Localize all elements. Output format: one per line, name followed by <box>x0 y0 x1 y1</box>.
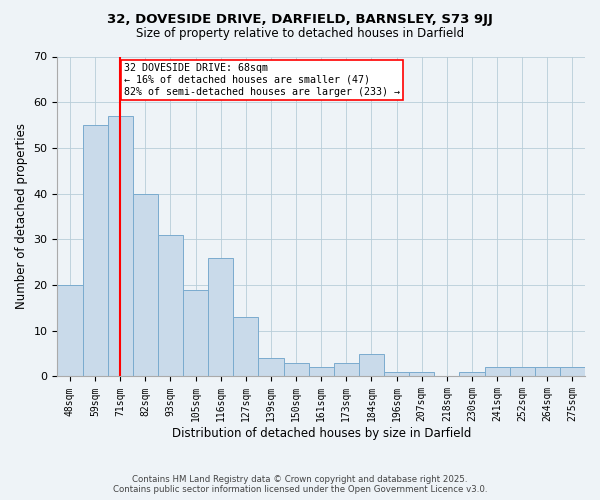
Bar <box>107 116 133 376</box>
X-axis label: Distribution of detached houses by size in Darfield: Distribution of detached houses by size … <box>172 427 471 440</box>
Bar <box>83 125 107 376</box>
Text: Size of property relative to detached houses in Darfield: Size of property relative to detached ho… <box>136 28 464 40</box>
Bar <box>359 354 384 376</box>
Bar <box>133 194 158 376</box>
Bar <box>384 372 409 376</box>
Bar <box>58 285 83 376</box>
Bar <box>409 372 434 376</box>
Bar <box>535 368 560 376</box>
Bar <box>284 363 308 376</box>
Bar <box>308 368 334 376</box>
Text: 32, DOVESIDE DRIVE, DARFIELD, BARNSLEY, S73 9JJ: 32, DOVESIDE DRIVE, DARFIELD, BARNSLEY, … <box>107 12 493 26</box>
Bar <box>460 372 485 376</box>
Bar <box>560 368 585 376</box>
Text: 32 DOVESIDE DRIVE: 68sqm
← 16% of detached houses are smaller (47)
82% of semi-d: 32 DOVESIDE DRIVE: 68sqm ← 16% of detach… <box>124 64 400 96</box>
Bar <box>485 368 509 376</box>
Bar <box>158 235 183 376</box>
Bar <box>208 258 233 376</box>
Bar <box>183 290 208 376</box>
Bar <box>334 363 359 376</box>
Bar <box>259 358 284 376</box>
Text: Contains HM Land Registry data © Crown copyright and database right 2025.
Contai: Contains HM Land Registry data © Crown c… <box>113 474 487 494</box>
Y-axis label: Number of detached properties: Number of detached properties <box>15 124 28 310</box>
Bar <box>233 317 259 376</box>
Bar <box>509 368 535 376</box>
